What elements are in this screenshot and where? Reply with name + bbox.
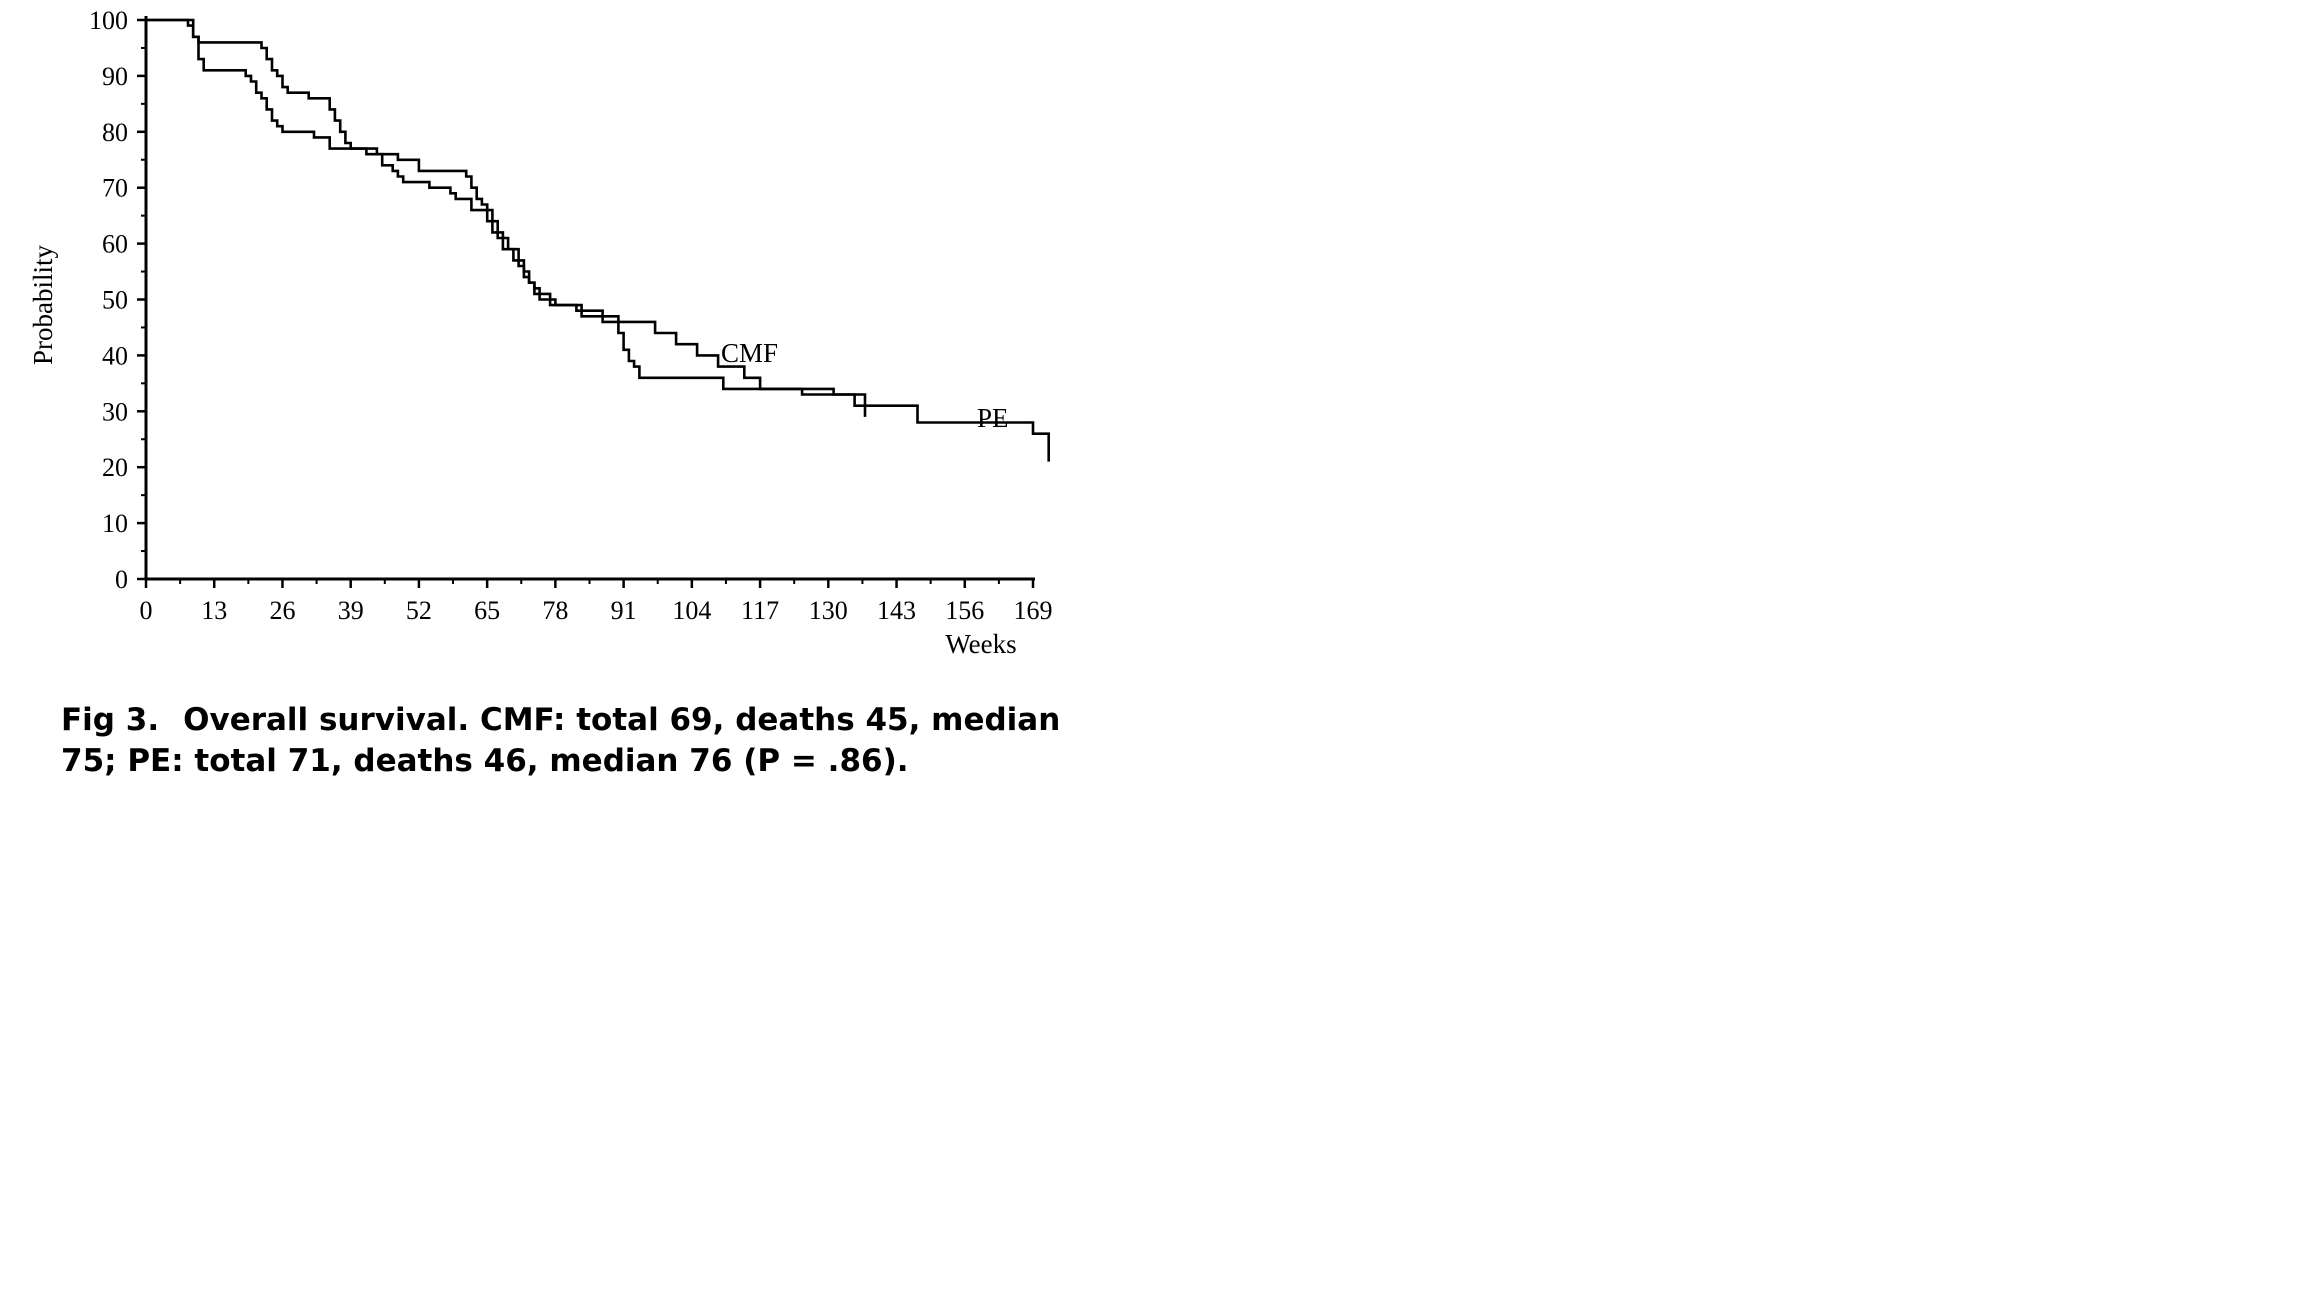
series-line-pe bbox=[146, 18, 1050, 462]
series-label-cmf: CMF bbox=[721, 338, 778, 368]
caption-text: Overall survival. CMF: total 69, deaths … bbox=[61, 702, 1061, 779]
x-tick-label: 0 bbox=[140, 596, 153, 625]
series-label-pe: PE bbox=[977, 403, 1009, 433]
x-tick-label: 156 bbox=[945, 596, 984, 625]
x-axis-label: Weeks bbox=[945, 629, 1016, 659]
x-axis: 0 13 26 39 52 65 78 91 104 117 130 143 156 169 bbox=[140, 577, 1053, 625]
x-tick-label: 104 bbox=[672, 596, 711, 625]
series-layer bbox=[146, 18, 1050, 462]
x-tick-label: 169 bbox=[1014, 596, 1053, 625]
y-tick-label: 0 bbox=[115, 565, 128, 594]
y-axis: 0 10 20 30 40 50 60 70 80 90 100 bbox=[89, 6, 148, 594]
y-tick-label: 50 bbox=[102, 286, 128, 315]
x-tick-label: 52 bbox=[406, 596, 432, 625]
x-tick-label: 143 bbox=[877, 596, 916, 625]
x-tick-label: 91 bbox=[611, 596, 637, 625]
x-tick-label: 78 bbox=[542, 596, 568, 625]
y-tick-label: 30 bbox=[102, 397, 128, 426]
x-tick-label: 26 bbox=[269, 596, 295, 625]
x-tick-label: 13 bbox=[201, 596, 227, 625]
figure-label: Fig 3. bbox=[61, 702, 160, 738]
y-axis-label: Probability bbox=[28, 245, 58, 365]
figure-caption: Fig 3. Overall survival. CMF: total 69, d… bbox=[25, 700, 1070, 782]
y-tick-label: 80 bbox=[102, 118, 128, 147]
x-tick-label: 117 bbox=[741, 596, 779, 625]
y-tick-label: 60 bbox=[102, 230, 128, 259]
y-tick-label: 70 bbox=[102, 174, 128, 203]
y-tick-label: 90 bbox=[102, 62, 128, 91]
y-tick-label: 100 bbox=[89, 6, 128, 35]
x-tick-label: 65 bbox=[474, 596, 500, 625]
y-tick-label: 10 bbox=[102, 509, 128, 538]
y-tick-label: 40 bbox=[102, 341, 128, 370]
x-tick-label: 130 bbox=[809, 596, 848, 625]
y-tick-label: 20 bbox=[102, 453, 128, 482]
x-tick-label: 39 bbox=[338, 596, 364, 625]
